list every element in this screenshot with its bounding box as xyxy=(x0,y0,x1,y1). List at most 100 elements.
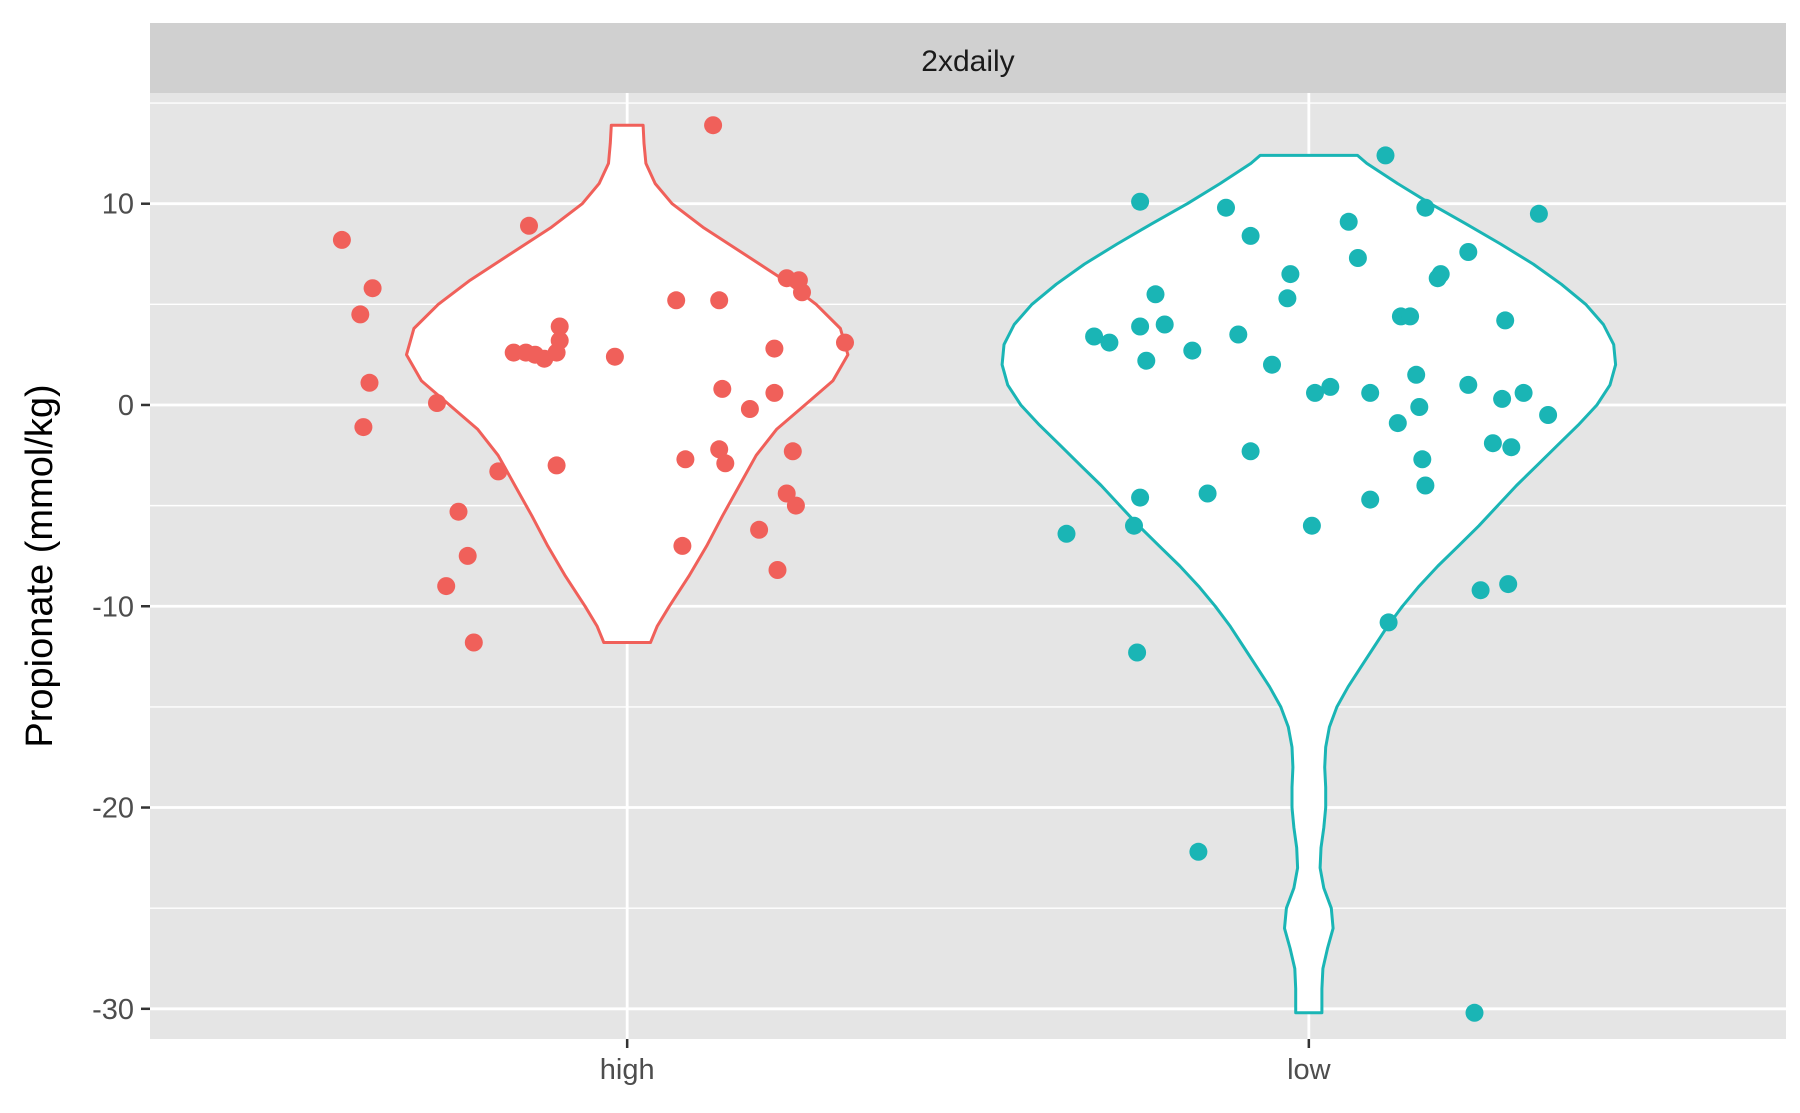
data-point-low xyxy=(1376,146,1395,165)
data-point-high xyxy=(547,456,566,475)
y-tick-label: 10 xyxy=(102,189,134,221)
data-point-low xyxy=(1465,1003,1484,1022)
data-point-low xyxy=(1361,383,1380,402)
data-point-high xyxy=(428,394,446,412)
data-point-high xyxy=(768,561,787,579)
data-point-high xyxy=(354,418,373,437)
data-point-high xyxy=(765,339,784,358)
y-axis-title: Propionate (mmol/kg) xyxy=(19,384,61,747)
data-point-high xyxy=(713,379,732,398)
data-point-low xyxy=(1085,327,1104,346)
violin-high xyxy=(405,123,850,644)
data-point-low xyxy=(1057,524,1076,543)
data-point-low xyxy=(1529,204,1548,223)
data-point-low xyxy=(1459,243,1478,261)
data-point-low xyxy=(1302,516,1321,535)
data-point-low xyxy=(1137,351,1156,370)
data-point-low xyxy=(1131,317,1150,336)
data-point-high xyxy=(793,283,811,302)
data-point-high xyxy=(332,230,351,249)
data-point-low xyxy=(1278,289,1297,308)
data-point-low xyxy=(1125,516,1143,535)
data-point-low xyxy=(1131,488,1150,507)
data-point-low xyxy=(1146,285,1165,304)
data-point-low xyxy=(1502,438,1521,457)
data-point-high xyxy=(667,291,686,310)
data-point-low xyxy=(1263,355,1281,374)
data-point-low xyxy=(1321,377,1340,396)
data-point-low xyxy=(1499,575,1518,594)
data-point-low xyxy=(1128,643,1147,662)
data-point-low xyxy=(1229,325,1248,344)
data-point-low xyxy=(1241,226,1260,245)
violin-low xyxy=(1000,153,1618,1015)
y-tick-label: -10 xyxy=(92,591,134,623)
data-point-high xyxy=(458,546,477,565)
data-point-high xyxy=(836,333,854,352)
data-point-high xyxy=(550,317,569,336)
data-point-low xyxy=(1539,406,1558,424)
data-point-high xyxy=(489,462,508,481)
data-point-high xyxy=(740,400,759,418)
data-point-low xyxy=(1348,249,1367,267)
data-point-high xyxy=(550,331,569,350)
data-point-high xyxy=(363,279,382,298)
data-point-low xyxy=(1241,442,1260,461)
facet-strip-label: 2xdaily xyxy=(921,45,1014,78)
facet-strip xyxy=(150,23,1786,93)
data-point-high xyxy=(704,116,723,135)
data-point-low xyxy=(1410,398,1429,416)
data-point-low xyxy=(1401,307,1420,326)
data-point-high xyxy=(351,305,370,324)
data-point-high xyxy=(783,442,802,461)
data-point-low xyxy=(1416,476,1435,495)
jitter-points xyxy=(332,116,1558,1022)
x-tick-label-low: low xyxy=(1287,1054,1332,1086)
data-point-low xyxy=(1431,265,1450,284)
data-point-high xyxy=(437,577,456,596)
data-point-low xyxy=(1483,434,1502,453)
data-point-low xyxy=(1198,484,1217,503)
data-point-high xyxy=(676,450,695,469)
y-tick-label: -20 xyxy=(92,793,134,825)
axes: -30 -20 -10 0 10 high low xyxy=(92,189,1332,1086)
plot-panel xyxy=(150,93,1786,1039)
data-point-low xyxy=(1459,375,1478,394)
data-point-high xyxy=(750,520,769,539)
violins xyxy=(405,123,1618,1015)
x-tick-label-high: high xyxy=(600,1054,655,1086)
data-point-low xyxy=(1416,198,1435,217)
data-point-high xyxy=(710,291,729,310)
data-point-high xyxy=(716,454,735,473)
data-point-low xyxy=(1217,198,1235,217)
data-point-low xyxy=(1281,265,1300,284)
data-point-low xyxy=(1388,414,1407,433)
data-point-high xyxy=(765,383,784,402)
data-point-low xyxy=(1514,383,1533,402)
data-point-low xyxy=(1100,333,1119,352)
data-point-low xyxy=(1407,365,1426,384)
data-point-low xyxy=(1131,192,1150,211)
data-point-high xyxy=(360,373,379,392)
data-point-low xyxy=(1413,450,1432,469)
data-point-low xyxy=(1155,315,1174,334)
data-point-low xyxy=(1189,842,1208,861)
data-point-low xyxy=(1183,341,1202,360)
data-point-high xyxy=(449,502,468,521)
data-point-low xyxy=(1379,613,1398,632)
y-tick-label: -30 xyxy=(92,994,134,1026)
data-point-low xyxy=(1493,389,1512,408)
data-point-high xyxy=(786,496,805,515)
data-point-low xyxy=(1361,490,1380,509)
data-point-low xyxy=(1339,212,1358,231)
data-point-high xyxy=(464,633,483,652)
data-point-high xyxy=(520,216,538,235)
data-point-high xyxy=(605,347,624,366)
y-tick-label: 0 xyxy=(118,390,134,422)
data-point-low xyxy=(1496,311,1515,330)
data-point-low xyxy=(1306,383,1324,402)
data-point-high xyxy=(673,536,692,555)
data-point-high xyxy=(710,440,729,459)
data-point-low xyxy=(1471,581,1490,600)
